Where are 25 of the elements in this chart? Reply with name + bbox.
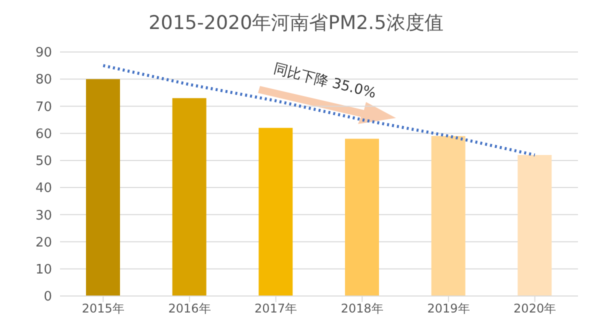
y-tick-label: 20 [35, 235, 52, 250]
bar [345, 138, 379, 296]
bar [86, 79, 120, 296]
y-tick-label: 40 [35, 181, 52, 196]
y-tick-label: 90 [35, 46, 52, 61]
bar [518, 155, 552, 296]
y-tick-label: 50 [35, 154, 52, 170]
x-tick-label: 2019年 [427, 302, 470, 316]
x-tick-label: 2020年 [514, 302, 556, 316]
bar [258, 128, 293, 296]
y-tick-label: 30 [35, 208, 52, 224]
x-tick-label: 2018年 [340, 302, 384, 316]
y-tick-label: 0 [44, 290, 52, 305]
bar [431, 136, 466, 296]
bar [172, 98, 206, 296]
y-tick-label: 60 [35, 126, 52, 142]
x-tick-label: 2015年 [82, 302, 124, 316]
chart-title: 2015-2020年河南省PM2.5浓度值 [148, 11, 444, 36]
y-tick-label: 10 [35, 262, 52, 278]
annotation: 同比下降 35.0% [272, 60, 378, 103]
y-tick-label: 80 [35, 72, 52, 88]
x-tick-label: 2017年 [254, 302, 298, 316]
y-tick-label: 70 [35, 100, 52, 115]
x-tick-label: 2016年 [168, 302, 211, 316]
line-series [102, 64, 536, 157]
